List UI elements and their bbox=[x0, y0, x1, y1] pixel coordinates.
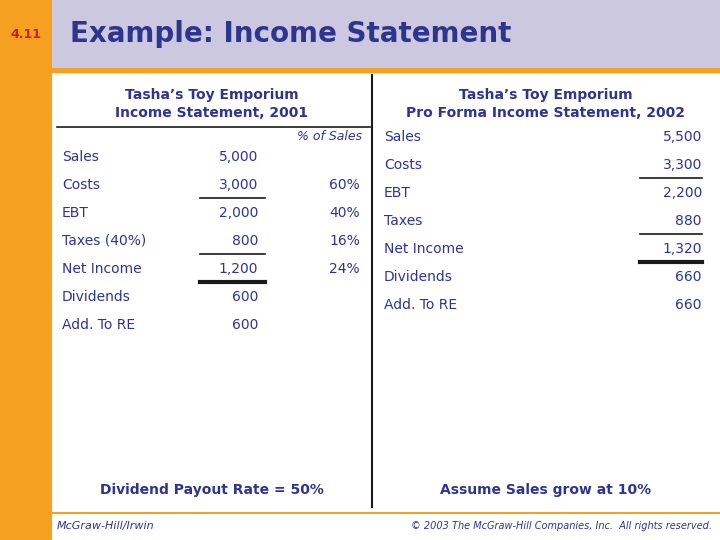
Text: 5,000: 5,000 bbox=[219, 150, 258, 164]
Text: Dividend Payout Rate = 50%: Dividend Payout Rate = 50% bbox=[100, 483, 324, 497]
Text: Pro Forma Income Statement, 2002: Pro Forma Income Statement, 2002 bbox=[407, 106, 685, 120]
Bar bbox=[0, 0, 52, 540]
Text: McGraw-Hill/Irwin: McGraw-Hill/Irwin bbox=[57, 521, 155, 531]
Text: 880: 880 bbox=[675, 214, 702, 228]
Text: Income Statement, 2001: Income Statement, 2001 bbox=[115, 106, 309, 120]
Text: Net Income: Net Income bbox=[62, 262, 142, 276]
Text: Dividends: Dividends bbox=[384, 270, 453, 284]
Text: EBT: EBT bbox=[62, 206, 89, 220]
Text: Costs: Costs bbox=[62, 178, 100, 192]
Text: Example: Income Statement: Example: Income Statement bbox=[70, 20, 511, 48]
Text: 660: 660 bbox=[675, 270, 702, 284]
Text: EBT: EBT bbox=[384, 186, 411, 200]
Text: 3,000: 3,000 bbox=[219, 178, 258, 192]
Bar bbox=[52, 68, 720, 73]
Text: Add. To RE: Add. To RE bbox=[384, 298, 457, 312]
Text: 600: 600 bbox=[232, 290, 258, 304]
Text: 2,200: 2,200 bbox=[662, 186, 702, 200]
Text: Dividends: Dividends bbox=[62, 290, 131, 304]
Text: Add. To RE: Add. To RE bbox=[62, 318, 135, 332]
Bar bbox=[52, 0, 720, 68]
Text: 2,000: 2,000 bbox=[219, 206, 258, 220]
Text: % of Sales: % of Sales bbox=[297, 131, 362, 144]
Bar bbox=[52, 73, 720, 512]
Text: 4.11: 4.11 bbox=[11, 28, 42, 40]
Text: Costs: Costs bbox=[384, 158, 422, 172]
Text: 1,320: 1,320 bbox=[662, 242, 702, 256]
Text: 660: 660 bbox=[675, 298, 702, 312]
Text: Net Income: Net Income bbox=[384, 242, 464, 256]
Text: 800: 800 bbox=[232, 234, 258, 248]
Text: 24%: 24% bbox=[329, 262, 360, 276]
Text: 40%: 40% bbox=[329, 206, 360, 220]
Text: © 2003 The McGraw-Hill Companies, Inc.  All rights reserved.: © 2003 The McGraw-Hill Companies, Inc. A… bbox=[411, 521, 712, 531]
Text: Sales: Sales bbox=[384, 130, 421, 144]
Text: Tasha’s Toy Emporium: Tasha’s Toy Emporium bbox=[125, 88, 299, 102]
Text: 60%: 60% bbox=[329, 178, 360, 192]
Text: Sales: Sales bbox=[62, 150, 99, 164]
Text: Tasha’s Toy Emporium: Tasha’s Toy Emporium bbox=[459, 88, 633, 102]
Text: 5,500: 5,500 bbox=[662, 130, 702, 144]
Bar bbox=[0, 512, 720, 540]
Text: 1,200: 1,200 bbox=[218, 262, 258, 276]
Text: Taxes: Taxes bbox=[384, 214, 423, 228]
Text: Assume Sales grow at 10%: Assume Sales grow at 10% bbox=[441, 483, 652, 497]
Bar bbox=[0, 512, 720, 514]
Text: 3,300: 3,300 bbox=[662, 158, 702, 172]
Text: 16%: 16% bbox=[329, 234, 360, 248]
Text: 600: 600 bbox=[232, 318, 258, 332]
Text: Taxes (40%): Taxes (40%) bbox=[62, 234, 146, 248]
